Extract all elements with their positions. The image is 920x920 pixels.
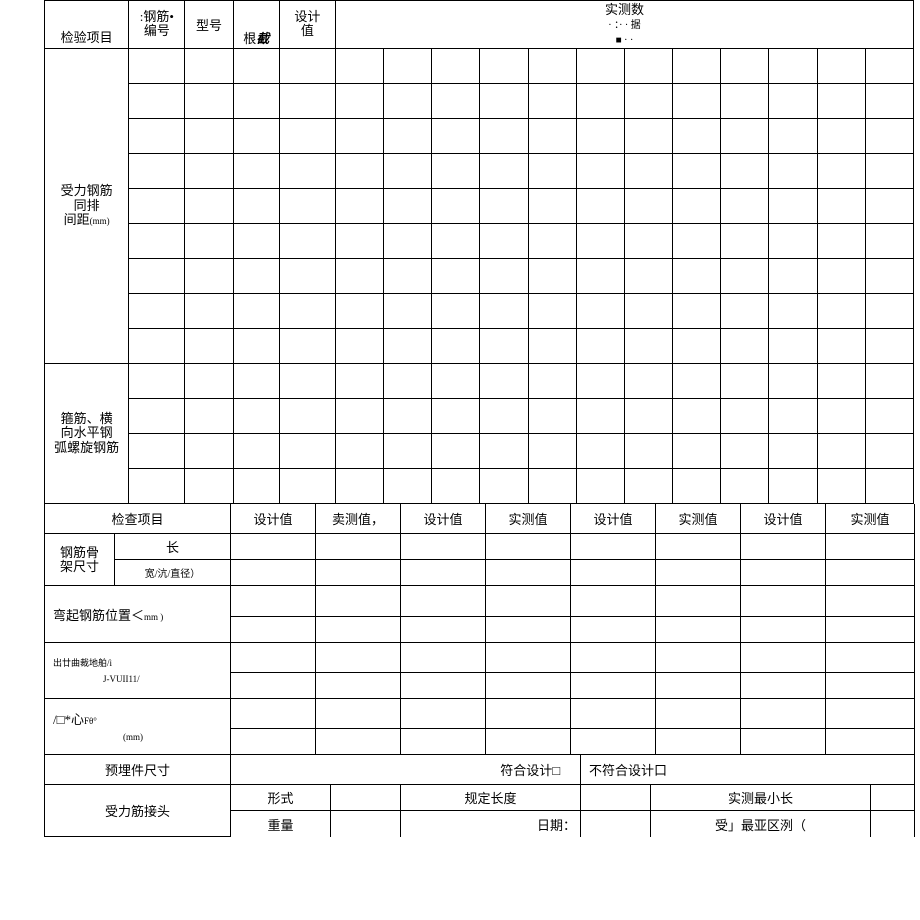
label-embed-size: 预埋件尺寸 <box>45 755 231 785</box>
label-garbled-1: 出廿曲裁地舶/ì J-VUII11/ <box>45 642 231 698</box>
joint-minlen-label: 实测最小长 <box>651 785 871 811</box>
hdr2-design4: 设计值 <box>741 504 826 534</box>
header-row: 检验项目 :钢筋•编号 型号 根截 设计值 实测数 · ：· · 据 ■ · · <box>45 1 914 49</box>
hdr-design-val: 设计值 <box>279 1 335 49</box>
joint-minlen-val <box>871 785 915 811</box>
label-bend-pos: 弯起钢筋位置＜mm ) <box>45 586 231 642</box>
hdr2-inspect-item: 检查项目 <box>45 504 231 534</box>
joint-date-label: 日期： <box>401 811 581 837</box>
inspection-table-rows3: 弯起钢筋位置＜mm ) 出廿曲裁地舶/ì J-VUII11/ /□*心Fθ° (… <box>44 586 915 755</box>
hdr-measured: 实测数 · ：· · 据 ■ · · <box>335 1 913 49</box>
label-frame-size: 钢筋骨架尺寸 <box>45 534 115 586</box>
label-rebar-spacing: 受力钢筋 同排 间距(mm) <box>45 48 129 363</box>
inspection-table-mid: 检查项目 设计值 卖测值， 设计值 实测值 设计值 实测值 设计值 实测值 钢筋… <box>44 504 915 587</box>
label-garbled-2: /□*心Fθ° (mm) <box>45 698 231 754</box>
frame-size-length: 长 <box>115 534 231 560</box>
hdr2-design1: 设计值 <box>231 504 316 534</box>
inspection-table-bottom: 预埋件尺寸 符合设计□ 不符合设计口 受力筋接头 形式 规定长度 实测最小长 重… <box>44 755 915 838</box>
joint-reqlen-val <box>581 785 651 811</box>
embed-conform: 符合设计□ <box>231 755 581 785</box>
hdr2-meas4: 实测值 <box>826 504 915 534</box>
joint-area-label: 受」最亚区洌（ <box>651 811 871 837</box>
label-stirrup: 箍筋、横 向水平钢 弧螺旋钢筋 <box>45 363 129 503</box>
label-joint: 受力筋接头 <box>45 785 231 837</box>
joint-form-val <box>331 785 401 811</box>
joint-form-label: 形式 <box>231 785 331 811</box>
hdr-rebar-no: :钢筋•编号 <box>129 1 185 49</box>
hdr-root-sec: 根截 <box>233 1 279 49</box>
embed-nonconform: 不符合设计口 <box>581 755 915 785</box>
hdr2-design3: 设计值 <box>571 504 656 534</box>
hdr2-meas2: 实测值 <box>486 504 571 534</box>
hdr2-meas1: 卖测值， <box>316 504 401 534</box>
joint-reqlen-label: 规定长度 <box>401 785 581 811</box>
joint-weight-label: 重量 <box>231 811 331 837</box>
hdr2-meas3: 实测值 <box>656 504 741 534</box>
hdr-inspect-item: 检验项目 <box>45 1 129 49</box>
hdr2-design2: 设计值 <box>401 504 486 534</box>
inspection-table-top: 检验项目 :钢筋•编号 型号 根截 设计值 实测数 · ：· · 据 ■ · ·… <box>44 0 914 504</box>
hdr-model: 型号 <box>185 1 233 49</box>
frame-size-width: 宽/沆/直径） <box>115 560 231 586</box>
